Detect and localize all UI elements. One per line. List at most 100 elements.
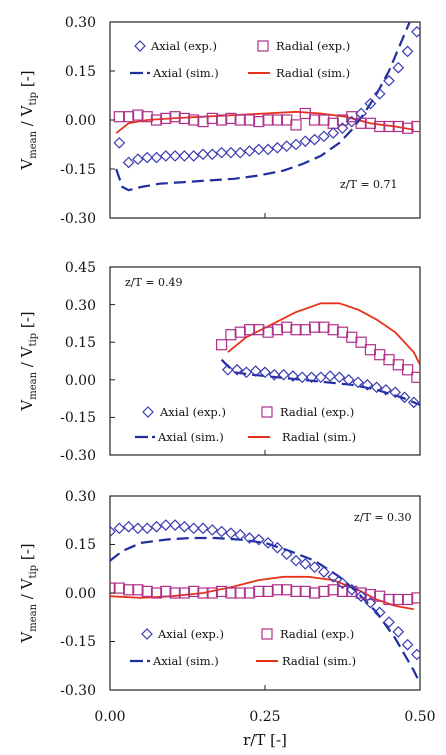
data-point-axial-exp (231, 363, 243, 376)
y-tick-label: -0.30 (60, 448, 96, 464)
data-point-radial-exp (169, 587, 181, 599)
data-point-axial-exp (345, 583, 358, 596)
data-point-axial-exp (132, 522, 144, 535)
data-point-axial-exp (240, 366, 253, 379)
data-point-radial-exp (402, 593, 414, 606)
data-point-axial-exp (215, 525, 228, 538)
data-point-radial-exp (309, 114, 321, 126)
legend-label: Axial (sim.) (152, 66, 219, 80)
data-point-radial-exp (364, 588, 376, 601)
legend-label: Radial (sim.) (276, 66, 350, 80)
data-point-axial-exp (206, 148, 219, 161)
data-point-radial-exp (411, 592, 420, 604)
data-point-radial-exp (290, 119, 302, 131)
data-point-radial-exp (271, 324, 283, 336)
data-point-radial-exp (132, 109, 144, 121)
data-point-axial-exp (411, 25, 420, 38)
data-point-radial-exp (327, 117, 339, 129)
data-point-radial-exp (281, 114, 293, 126)
legend-label: Radial (sim.) (282, 654, 356, 668)
data-point-axial-exp (215, 146, 228, 159)
legend-item-radial-sim: Radial (sim.) (248, 430, 356, 444)
data-point-radial-exp (188, 585, 200, 598)
data-point-axial-exp (271, 141, 284, 154)
y-tick-label: -0.30 (60, 211, 96, 227)
data-point-axial-exp (333, 371, 346, 384)
data-point-radial-exp (178, 112, 190, 125)
legend-label: Radial (exp.) (280, 627, 354, 641)
legend: Axial (exp.) Radial (exp.) Axial (sim.) … (130, 39, 350, 80)
data-point-radial-exp (150, 587, 163, 599)
y-tick-label: 0.30 (65, 15, 96, 31)
data-point-radial-exp (402, 122, 414, 134)
y-tick-label: -0.15 (60, 410, 96, 426)
data-point-axial-exp (314, 371, 327, 384)
legend-item-radial-sim: Radial (sim.) (256, 654, 356, 668)
data-point-radial-exp (122, 584, 135, 596)
data-point-radial-exp (318, 321, 330, 333)
data-point-radial-exp (271, 114, 283, 126)
data-point-radial-exp (355, 587, 367, 599)
panel-top: 0.30 0.15 0.00 -0.15 -0.30 Vmean / Vtip … (18, 15, 421, 227)
data-point-radial-exp (299, 324, 311, 336)
panel-annotation: z/T = 0.71 (340, 178, 398, 191)
data-point-radial-exp (243, 587, 256, 599)
legend-label: Radial (exp.) (276, 39, 350, 53)
data-point-axial-exp (290, 138, 302, 151)
data-point-radial-exp (262, 114, 274, 126)
y-tick-label: 0.00 (65, 586, 96, 602)
data-point-radial-exp (122, 111, 135, 123)
data-point-radial-exp (299, 107, 311, 120)
data-point-radial-exp (225, 112, 237, 125)
data-point-axial-exp (299, 135, 312, 148)
data-point-axial-exp (318, 130, 330, 143)
data-point-axial-exp (262, 143, 274, 156)
data-point-radial-exp (383, 354, 395, 366)
data-point-axial-exp (159, 150, 172, 162)
data-point-radial-exp (309, 321, 321, 333)
data-point-axial-exp (370, 381, 383, 394)
data-point-axial-exp (225, 527, 237, 540)
data-point-axial-exp (299, 558, 312, 570)
panel-middle: 0.45 0.30 0.15 0.00 -0.15 -0.30 Vmean / … (18, 260, 421, 464)
data-point-axial-exp (243, 145, 256, 157)
y-ticks: 0.45 0.30 0.15 0.00 -0.15 -0.30 (60, 260, 96, 464)
plot-area (110, 519, 420, 684)
data-point-radial-exp (262, 326, 274, 338)
data-point-axial-exp (373, 606, 386, 619)
data-point-axial-exp (122, 156, 135, 169)
legend: Axial (exp.) Radial (exp.) Axial (sim.) … (135, 405, 356, 444)
data-point-axial-exp (252, 143, 265, 156)
plot-area (113, 22, 420, 192)
data-point-radial-exp (206, 587, 218, 599)
plot-frame (109, 266, 421, 456)
y-tick-label: 0.45 (65, 260, 96, 276)
data-point-radial-exp (281, 321, 293, 333)
data-point-axial-exp (252, 533, 265, 546)
y-ticks: 0.30 0.15 0.00 -0.15 -0.30 (60, 15, 96, 227)
legend-label: Axial (exp.) (157, 627, 224, 641)
data-point-radial-exp (411, 371, 420, 383)
legend-item-radial-exp: Radial (exp.) (257, 39, 350, 53)
data-point-axial-exp (234, 528, 247, 541)
y-tick-label: 0.15 (65, 64, 96, 80)
data-point-axial-exp (411, 648, 420, 661)
data-point-axial-exp (296, 371, 309, 384)
data-point-axial-exp (268, 368, 281, 381)
legend-label: Radial (sim.) (282, 430, 356, 444)
x-tick-label: 0.00 (94, 709, 125, 725)
panel-annotation: z/T = 0.30 (354, 511, 412, 524)
data-point-radial-exp (234, 114, 246, 126)
data-point-axial-exp (355, 107, 367, 120)
legend-label: Axial (exp.) (150, 39, 217, 53)
y-axis-label: Vmean / Vtip [-] (18, 543, 39, 643)
data-point-axial-exp (380, 383, 392, 396)
data-point-radial-exp (355, 336, 367, 348)
data-point-axial-exp (345, 115, 358, 128)
data-point-axial-exp (398, 391, 411, 404)
data-point-axial-exp (197, 522, 209, 535)
data-point-radial-exp (392, 593, 404, 606)
data-point-radial-exp (141, 585, 153, 598)
y-axis-label: Vmean / Vtip [-] (18, 311, 39, 411)
data-point-radial-exp (225, 587, 237, 599)
